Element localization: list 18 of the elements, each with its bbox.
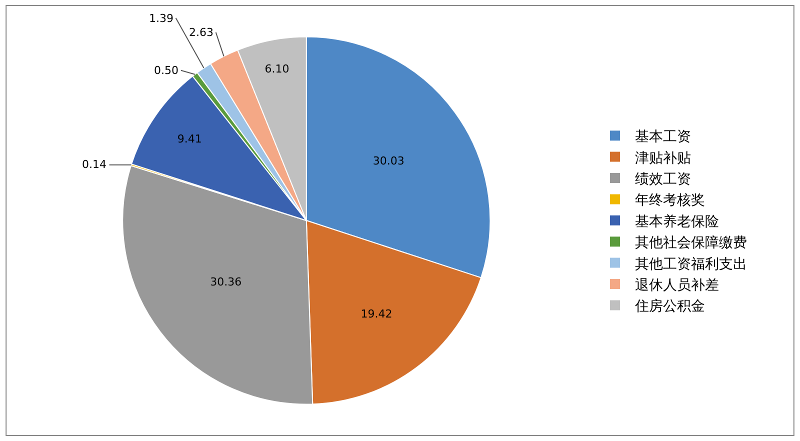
data-label: 6.10 [264, 62, 290, 76]
legend-label: 住房公积金 [634, 298, 705, 315]
data-label: 9.41 [177, 132, 202, 146]
data-label: 0.14 [82, 158, 106, 171]
legend-label: 基本工资 [635, 129, 691, 146]
data-label: 0.50 [154, 64, 178, 77]
data-label: 2.63 [189, 26, 214, 39]
legend-label: 其他工资福利支出 [635, 256, 747, 272]
legend-label: 其他社会保障缴费 [635, 235, 747, 252]
legend-label: 年终考核奖 [635, 192, 705, 209]
data-label: 1.39 [149, 12, 174, 25]
legend-label: 绩效工资 [635, 171, 691, 188]
legend-label: 退休人员补差 [635, 277, 719, 294]
legend-label: 基本养老保险 [635, 214, 719, 230]
data-label: 30.36 [210, 275, 242, 288]
data-label: 19.42 [360, 307, 392, 320]
data-label: 30.03 [372, 154, 404, 168]
legend-label: 津贴补贴 [635, 150, 691, 166]
